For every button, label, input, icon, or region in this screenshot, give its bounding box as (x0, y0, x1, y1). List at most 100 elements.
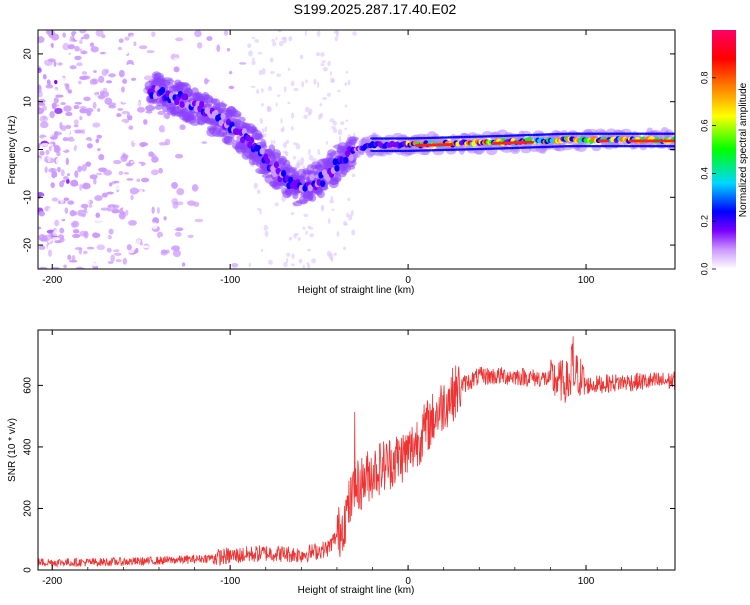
heatmap-cell (113, 182, 122, 191)
heatmap-cell (74, 183, 79, 187)
heatmap-cell (47, 155, 52, 163)
heatmap-cell (276, 94, 281, 97)
heatmap-cell (136, 120, 145, 123)
heatmap-cell (48, 207, 57, 214)
heatmap-cell (168, 263, 173, 269)
heatmap-cell (45, 84, 54, 89)
heatmap-cell (264, 32, 273, 37)
heatmap-cell (83, 33, 90, 40)
heatmap-cell (224, 172, 234, 177)
heatmap-cell (219, 44, 227, 49)
heatmap-cell (104, 221, 108, 226)
heatmap-cell (73, 135, 79, 140)
heatmap-cell (229, 70, 233, 75)
heatmap-cell (344, 127, 348, 130)
heatmap-cell (64, 94, 73, 101)
heatmap-cell (121, 49, 130, 55)
heatmap-cell (343, 246, 346, 251)
heatmap-cell (70, 154, 78, 162)
heatmap-cell (94, 115, 104, 122)
heatmap-cell (125, 141, 131, 146)
snr-x-label: Height of straight line (km) (298, 585, 415, 596)
heatmap-cell (249, 70, 255, 78)
heatmap-cell (161, 118, 168, 122)
heatmap-cell (295, 143, 301, 150)
heatmap-cell (260, 188, 265, 194)
heatmap-cell (81, 60, 90, 66)
heatmap-cell (85, 208, 94, 212)
heatmap-cell (179, 101, 185, 108)
heatmap-cell (60, 145, 67, 152)
heatmap-cell (65, 129, 71, 136)
heatmap-cell (301, 81, 305, 88)
heatmap-cell (54, 79, 58, 85)
heatmap-cell (79, 75, 89, 81)
heatmap-cell (287, 101, 291, 105)
heatmap-cell (125, 64, 135, 70)
heatmap-cell (122, 106, 131, 111)
heatmap-cell (83, 250, 88, 255)
heatmap-cell (327, 60, 331, 67)
heatmap-cell (79, 39, 83, 45)
heatmap-cell (72, 228, 80, 234)
heatmap-cell (206, 36, 213, 41)
heatmap-cell (261, 128, 265, 134)
heatmap-cell (349, 139, 357, 144)
heatmap-cell (149, 252, 158, 259)
heatmap-cell (177, 60, 185, 67)
heatmap-cell (189, 224, 199, 228)
heatmap-cell (98, 153, 105, 161)
heatmap-cell (238, 93, 242, 97)
heatmap-cell (79, 30, 87, 34)
heatmap-cell (288, 36, 293, 42)
heatmap-cell (259, 147, 265, 155)
heatmap-cell (168, 154, 173, 160)
heatmap-cell (109, 89, 118, 97)
heatmap-cell (160, 47, 166, 52)
heatmap-cell (125, 162, 133, 167)
heatmap-cell (280, 118, 283, 124)
heatmap-cell (147, 204, 152, 210)
heatmap-cell (104, 97, 113, 105)
heatmap-cell (93, 70, 97, 73)
heatmap-cell (115, 265, 120, 269)
heatmap-cell (252, 119, 257, 123)
heatmap-cell (173, 57, 180, 61)
heatmap-cell (147, 180, 155, 186)
heatmap-cell (101, 114, 108, 121)
heatmap-cell (128, 125, 134, 130)
heatmap-cell (215, 224, 224, 228)
heatmap-cell (319, 103, 323, 107)
heatmap-cell (50, 182, 55, 189)
heatmap-cell (106, 191, 114, 195)
heatmap-cell (63, 197, 70, 201)
heatmap-cell (53, 88, 58, 95)
heatmap-cell (58, 83, 65, 90)
heatmap-cell (136, 147, 146, 153)
heatmap-cell (222, 37, 231, 41)
heatmap-cell (67, 89, 73, 94)
heatmap-cell (97, 141, 105, 149)
heatmap-cell (38, 157, 43, 164)
heatmap-cell (47, 244, 56, 250)
heatmap-cell (132, 163, 142, 167)
x-tick-label: -100 (220, 576, 240, 587)
heatmap-cell (93, 178, 97, 185)
heatmap-cell (139, 125, 148, 133)
heatmap-cell (347, 197, 351, 202)
heatmap-cell (287, 67, 291, 71)
heatmap-cell (91, 232, 101, 239)
heatmap-cell (172, 201, 179, 209)
heatmap-cell (257, 30, 266, 35)
heatmap-cell (216, 44, 221, 52)
heatmap-cell (308, 154, 314, 161)
heatmap-cell (146, 50, 155, 54)
heatmap-cell (108, 228, 114, 235)
heatmap-cell (264, 230, 269, 238)
heatmap-cell (125, 83, 130, 88)
heatmap-cell (308, 227, 314, 230)
heatmap-cell (144, 231, 152, 238)
heatmap-cell (67, 44, 76, 50)
heatmap-cell (73, 124, 79, 128)
heatmap-cell (136, 178, 141, 182)
